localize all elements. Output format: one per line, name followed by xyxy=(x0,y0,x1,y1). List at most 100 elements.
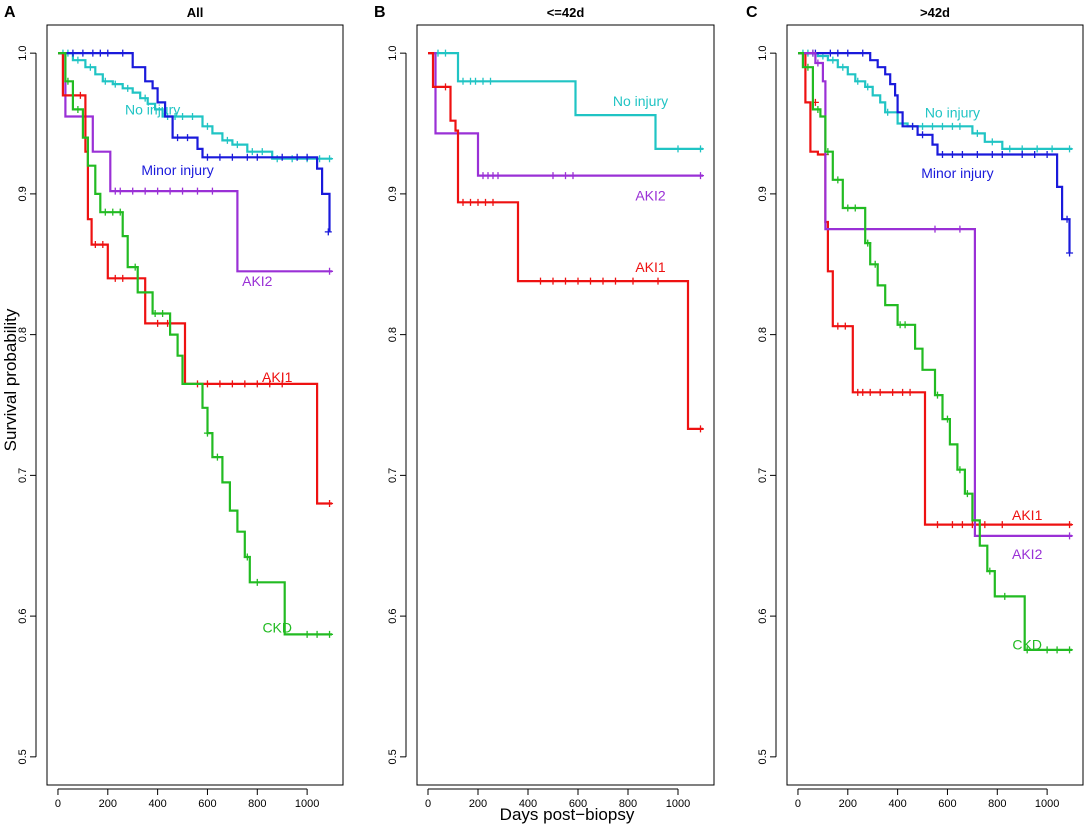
censor-mark-aki1 xyxy=(489,198,497,206)
censor-mark-no-injury xyxy=(1048,145,1056,153)
censor-mark-no-injury xyxy=(884,108,892,116)
curve-label-aki2: AKI2 xyxy=(242,273,273,289)
censor-mark-ckd xyxy=(943,415,951,423)
censor-mark-minor-injury xyxy=(1063,215,1071,223)
censor-mark-aki2 xyxy=(809,49,817,57)
censor-mark-minor-injury xyxy=(119,49,127,57)
x-tick-label: 600 xyxy=(198,798,216,810)
censor-mark-no-injury xyxy=(919,122,927,130)
censor-mark-aki1 xyxy=(99,241,107,249)
y-tick-label: 0.7 xyxy=(17,468,29,483)
censor-mark-aki1 xyxy=(981,521,989,529)
censor-mark-aki1 xyxy=(253,380,261,388)
curve-label-aki1: AKI1 xyxy=(635,259,666,275)
censor-mark-no-injury xyxy=(223,136,231,144)
censor-mark-no-injury xyxy=(1033,145,1041,153)
x-tick-label: 400 xyxy=(888,798,906,810)
censor-mark-aki2 xyxy=(1066,532,1074,540)
censor-mark-ckd xyxy=(213,453,221,461)
censor-mark-aki1 xyxy=(859,388,867,396)
censor-mark-minor-injury xyxy=(1018,150,1026,158)
censor-mark-no-injury xyxy=(1066,145,1074,153)
censor-mark-no-injury xyxy=(203,122,211,130)
censor-mark-minor-injury xyxy=(324,228,332,236)
survival-curve-no-injury xyxy=(428,52,703,150)
censor-mark-no-injury xyxy=(956,122,964,130)
censor-mark-no-injury xyxy=(124,84,132,92)
censor-mark-ckd xyxy=(203,429,211,437)
censor-mark-aki2 xyxy=(141,187,149,195)
censor-mark-no-injury xyxy=(829,56,837,64)
censor-mark-ckd xyxy=(844,204,852,212)
x-tick-label: 1000 xyxy=(295,798,319,810)
censor-mark-no-injury xyxy=(487,77,494,85)
y-tick-label: 0.6 xyxy=(387,608,399,623)
censor-mark-aki2 xyxy=(193,187,201,195)
y-tick-label: 0.9 xyxy=(757,186,769,201)
censor-mark-aki2 xyxy=(697,172,704,180)
censor-mark-ckd xyxy=(1053,646,1061,654)
x-tick-label: 200 xyxy=(99,798,117,810)
censor-mark-aki1 xyxy=(467,198,474,206)
panel-letter: A xyxy=(4,4,16,21)
censor-mark-ckd xyxy=(814,105,822,113)
censor-mark-no-injury xyxy=(674,145,682,153)
censor-mark-ckd xyxy=(804,63,812,71)
censor-mark-minor-injury xyxy=(253,153,261,161)
censor-mark-no-injury xyxy=(938,122,946,130)
x-tick-label: 600 xyxy=(938,798,956,810)
censor-mark-aki1 xyxy=(537,277,544,285)
censor-mark-ckd xyxy=(1001,592,1009,600)
censor-mark-ckd xyxy=(834,176,842,184)
censor-mark-no-injury xyxy=(233,141,241,149)
survival-curve-aki1 xyxy=(798,52,1072,526)
censor-mark-minor-injury xyxy=(919,131,927,139)
x-tick-label: 600 xyxy=(569,798,587,810)
curve-label-minor-injury: Minor injury xyxy=(141,162,213,178)
censor-mark-no-injury xyxy=(101,77,109,85)
censor-mark-aki1 xyxy=(834,322,842,330)
survival-curve-aki2 xyxy=(428,52,703,177)
censor-mark-minor-injury xyxy=(89,49,97,57)
censor-mark-aki1 xyxy=(482,198,489,206)
censor-mark-minor-injury xyxy=(303,153,311,161)
censor-mark-minor-injury xyxy=(988,150,996,158)
y-tick-label: 0.8 xyxy=(17,327,29,342)
y-tick-label: 0.5 xyxy=(17,749,29,764)
censor-mark-ckd xyxy=(303,630,311,638)
y-tick-label: 0.7 xyxy=(387,468,399,483)
curve-label-ckd: CKD xyxy=(262,619,292,635)
censor-mark-no-injury xyxy=(141,94,149,102)
survival-curve-aki1 xyxy=(428,52,703,430)
y-tick-label: 1.0 xyxy=(17,45,29,60)
censor-mark-aki2 xyxy=(931,225,939,233)
censor-mark-ckd xyxy=(901,321,909,329)
censor-mark-minor-injury xyxy=(228,153,236,161)
censor-mark-minor-injury xyxy=(79,49,87,57)
x-tick-label: 0 xyxy=(795,798,801,810)
survival-curve-aki1 xyxy=(58,52,332,505)
censor-mark-aki1 xyxy=(562,277,569,285)
curve-label-aki2: AKI2 xyxy=(1012,546,1043,562)
y-tick-label: 0.9 xyxy=(17,186,29,201)
y-tick-label: 0.5 xyxy=(757,749,769,764)
censor-mark-minor-injury xyxy=(973,150,981,158)
censor-mark-no-injury xyxy=(111,80,119,88)
censor-mark-minor-injury xyxy=(203,153,211,161)
censor-mark-aki1 xyxy=(241,380,249,388)
censor-mark-aki1 xyxy=(697,425,704,433)
censor-mark-no-injury xyxy=(854,77,862,85)
censor-mark-ckd xyxy=(963,490,971,498)
censor-mark-ckd xyxy=(131,263,139,271)
censor-mark-ckd xyxy=(109,208,117,216)
censor-mark-minor-injury xyxy=(278,153,286,161)
censor-mark-minor-injury xyxy=(174,134,182,142)
censor-mark-aki1 xyxy=(629,277,637,285)
x-tick-label: 200 xyxy=(839,798,857,810)
censor-mark-aki1 xyxy=(889,388,897,396)
censor-mark-minor-injury xyxy=(909,122,917,130)
censor-mark-ckd xyxy=(253,578,261,586)
x-tick-label: 1000 xyxy=(666,798,690,810)
censor-mark-aki2 xyxy=(208,187,216,195)
censor-mark-ckd xyxy=(864,239,872,247)
